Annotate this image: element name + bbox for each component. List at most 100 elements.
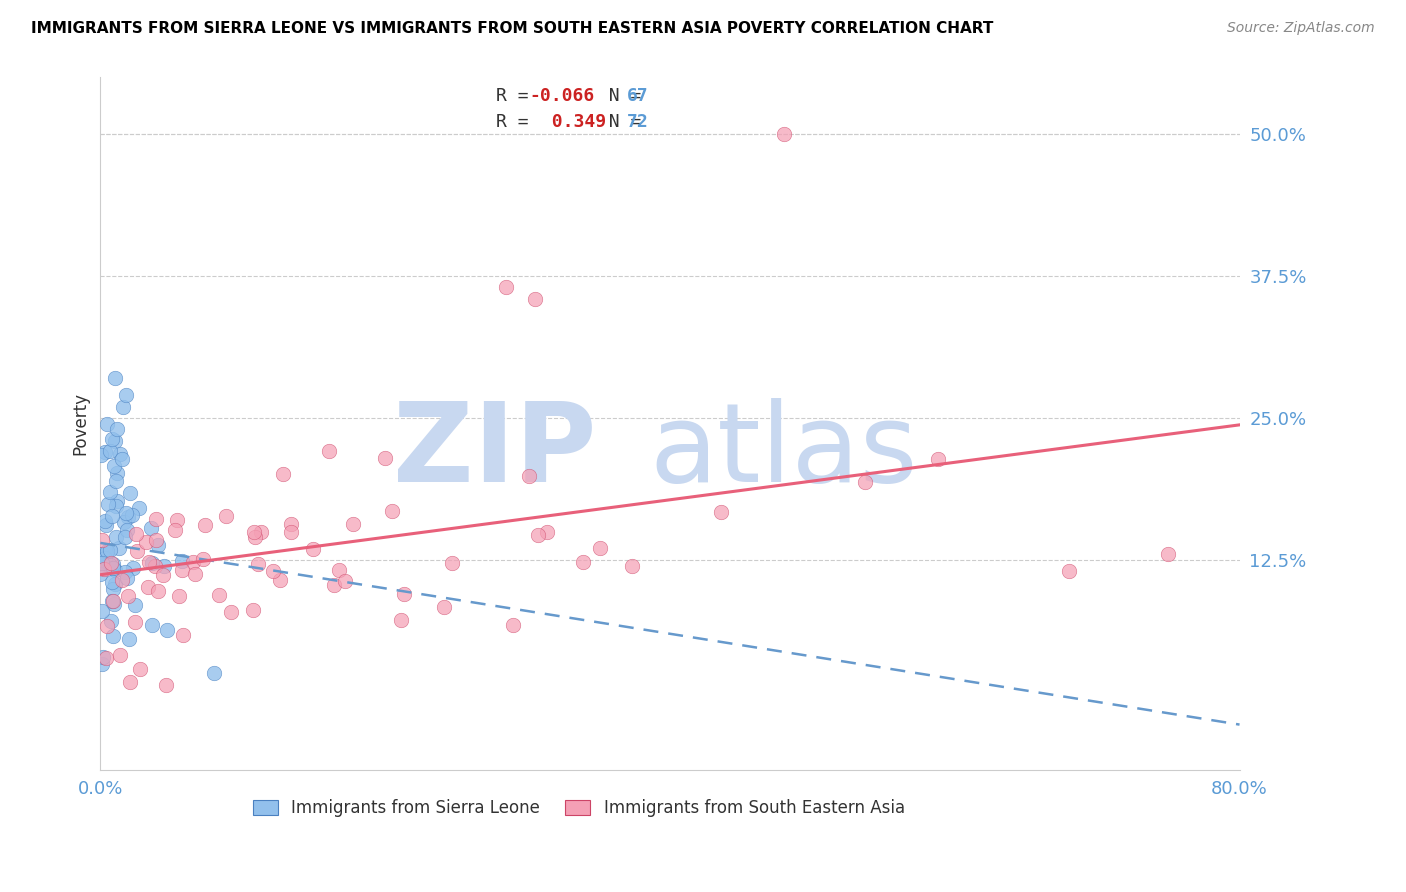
Point <box>105 494 128 508</box>
Y-axis label: Poverty: Poverty <box>72 392 89 455</box>
Point <box>855 475 877 489</box>
Point <box>502 617 524 632</box>
Point <box>90 604 112 618</box>
Point <box>100 593 122 607</box>
Point <box>121 508 143 522</box>
Point <box>620 559 643 574</box>
Text: 67: 67 <box>627 87 648 105</box>
Point <box>97 497 120 511</box>
Text: 72: 72 <box>627 113 648 131</box>
Legend: Immigrants from Sierra Leone, Immigrants from South Eastern Asia: Immigrants from Sierra Leone, Immigrants… <box>246 793 911 824</box>
Point <box>328 563 350 577</box>
Point <box>114 530 136 544</box>
Point <box>112 515 135 529</box>
Point <box>184 567 207 582</box>
Point <box>114 565 136 579</box>
Point <box>202 666 225 681</box>
Point <box>93 562 115 576</box>
Point <box>523 292 546 306</box>
Point <box>165 524 187 538</box>
Point <box>117 590 139 604</box>
Point <box>98 542 121 557</box>
Point <box>302 542 325 557</box>
Point <box>104 434 127 448</box>
Point <box>107 541 129 555</box>
Point <box>333 574 356 588</box>
Point <box>208 588 231 602</box>
Point <box>94 651 117 665</box>
Point <box>103 558 125 572</box>
Point <box>143 559 166 574</box>
Point <box>100 614 122 628</box>
Point <box>91 547 114 561</box>
Point <box>280 517 302 532</box>
Point <box>156 623 179 637</box>
Point <box>101 575 124 590</box>
Point <box>1157 547 1180 561</box>
Point <box>269 573 291 587</box>
Point <box>141 557 163 571</box>
Point <box>167 589 190 603</box>
Point <box>105 466 128 480</box>
Point <box>91 657 114 672</box>
Text: IMMIGRANTS FROM SIERRA LEONE VS IMMIGRANTS FROM SOUTH EASTERN ASIA POVERTY CORRE: IMMIGRANTS FROM SIERRA LEONE VS IMMIGRAN… <box>31 21 993 37</box>
Text: ZIP: ZIP <box>392 398 596 505</box>
Point <box>105 530 128 544</box>
Point <box>120 675 142 690</box>
Point <box>927 452 949 467</box>
Point <box>114 506 136 520</box>
Point <box>145 512 167 526</box>
Point <box>155 678 177 692</box>
Point <box>115 523 138 537</box>
Point <box>103 582 125 596</box>
Point <box>101 629 124 643</box>
Point <box>128 501 150 516</box>
Text: N =: N = <box>586 113 652 131</box>
Point <box>148 583 170 598</box>
Point <box>170 563 193 577</box>
Point <box>96 543 118 558</box>
Point <box>181 555 204 569</box>
Point <box>108 447 131 461</box>
Point <box>194 518 217 533</box>
Point <box>90 449 112 463</box>
Point <box>172 628 194 642</box>
Point <box>105 499 128 513</box>
Point <box>96 417 118 431</box>
Point <box>93 514 115 528</box>
Point <box>121 561 143 575</box>
Text: atlas: atlas <box>650 398 918 505</box>
Point <box>101 593 124 607</box>
Point <box>219 605 242 619</box>
Point <box>1057 564 1080 578</box>
Text: R =: R = <box>496 87 538 105</box>
Point <box>97 558 120 572</box>
Point <box>107 422 129 436</box>
Point <box>124 615 146 630</box>
Point <box>93 649 115 664</box>
Point <box>91 533 114 548</box>
Point <box>108 648 131 662</box>
Point <box>146 538 169 552</box>
Point <box>271 467 294 481</box>
Point <box>101 432 124 446</box>
Point <box>536 524 558 539</box>
Point <box>96 545 118 559</box>
Point <box>322 578 344 592</box>
Point <box>117 510 139 524</box>
Text: N =: N = <box>586 87 652 105</box>
Point <box>138 555 160 569</box>
Point <box>124 598 146 612</box>
Point <box>166 513 188 527</box>
Point <box>103 598 125 612</box>
Point <box>280 524 302 539</box>
Point <box>112 400 135 414</box>
Point <box>103 458 125 473</box>
Point <box>153 559 176 574</box>
Text: 0.349: 0.349 <box>530 113 606 131</box>
Point <box>152 568 174 582</box>
Point <box>589 541 612 555</box>
Point <box>125 527 148 541</box>
Point <box>96 619 118 633</box>
Point <box>104 563 127 577</box>
